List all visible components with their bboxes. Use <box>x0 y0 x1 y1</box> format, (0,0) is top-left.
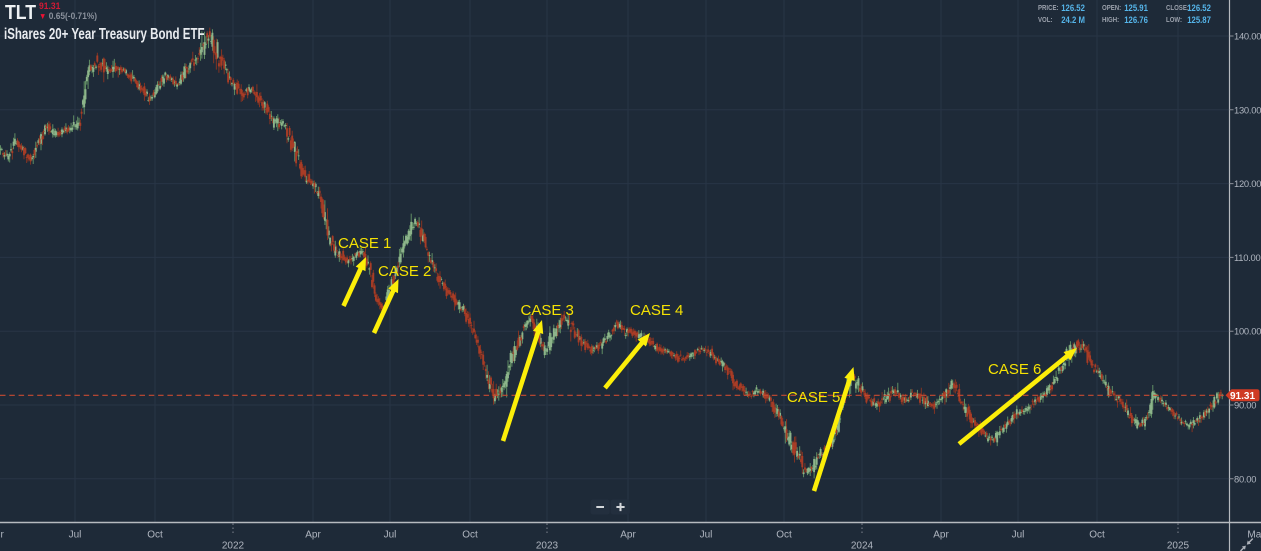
svg-text:90.00: 90.00 <box>1234 400 1256 411</box>
svg-text:CASE 2: CASE 2 <box>378 263 431 280</box>
svg-text:120.00: 120.00 <box>1234 178 1261 189</box>
svg-text:CASE 4: CASE 4 <box>630 302 683 319</box>
svg-text:Apr: Apr <box>933 530 949 541</box>
svg-text:100.00: 100.00 <box>1234 326 1261 337</box>
svg-text:Apr: Apr <box>620 530 636 541</box>
svg-text:80.00: 80.00 <box>1234 473 1256 484</box>
svg-text:110.00: 110.00 <box>1234 252 1261 263</box>
svg-text:CASE 6: CASE 6 <box>988 361 1041 378</box>
svg-text:Jul: Jul <box>700 530 713 541</box>
svg-text:Oct: Oct <box>776 530 792 541</box>
svg-text:2025: 2025 <box>1167 541 1190 551</box>
svg-text:Oct: Oct <box>462 530 478 541</box>
svg-text:Apr: Apr <box>305 530 321 541</box>
svg-text:2022: 2022 <box>222 541 245 551</box>
svg-text:CASE 1: CASE 1 <box>338 235 391 252</box>
svg-text:Jul: Jul <box>1012 530 1025 541</box>
svg-text:CASE 5: CASE 5 <box>787 389 840 406</box>
svg-text:130.00: 130.00 <box>1234 104 1261 115</box>
svg-text:Oct: Oct <box>1089 530 1105 541</box>
svg-text:Apr: Apr <box>0 530 4 541</box>
svg-text:Jul: Jul <box>69 530 82 541</box>
svg-text:91.31: 91.31 <box>1230 391 1255 402</box>
svg-text:Jul: Jul <box>384 530 397 541</box>
svg-text:2023: 2023 <box>536 541 559 551</box>
svg-text:CASE 3: CASE 3 <box>521 302 574 319</box>
svg-text:Mar: Mar <box>1247 530 1261 541</box>
svg-text:140.00: 140.00 <box>1234 31 1261 42</box>
svg-text:2024: 2024 <box>851 541 874 551</box>
svg-text:Oct: Oct <box>147 530 163 541</box>
